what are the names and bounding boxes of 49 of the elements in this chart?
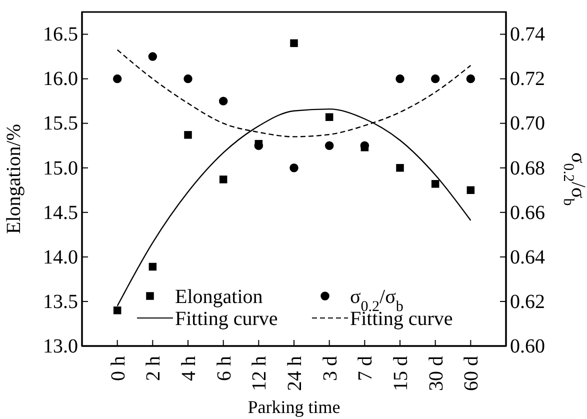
- y2-tick-label: 0.60: [510, 335, 545, 358]
- point: [148, 262, 157, 271]
- y-tick-label: 16.0: [43, 68, 78, 90]
- point: [184, 131, 192, 139]
- x-tick-label: 12 h: [248, 356, 271, 391]
- x-axis-title: Parking time: [248, 397, 340, 417]
- point: [466, 186, 475, 194]
- y-tick-label: 13.5: [43, 290, 78, 313]
- y2-tick-label: 0.70: [510, 112, 545, 135]
- x-tick-label: 3 d: [319, 356, 342, 381]
- y-tick-label: 14.0: [43, 246, 78, 268]
- x-tick-label: 6 h: [213, 356, 236, 381]
- point: [325, 113, 334, 121]
- x-tick-label: 30 d: [425, 356, 448, 391]
- point: [113, 306, 122, 314]
- y-tick-label: 13.0: [43, 335, 78, 358]
- point: [290, 164, 298, 172]
- y-tick-label: 16.5: [43, 24, 78, 46]
- point: [219, 176, 228, 184]
- point: [466, 74, 476, 84]
- point: [184, 74, 192, 84]
- y-axis-title: Elongation/%: [3, 124, 25, 234]
- y2-tick-label: 0.74: [510, 24, 545, 46]
- x-tick-label: 4 h: [178, 356, 200, 381]
- y-tick-label: 15.5: [43, 112, 78, 135]
- point: [218, 96, 228, 106]
- point: [396, 164, 404, 172]
- x-tick-label: 7 d: [354, 356, 377, 381]
- x-tick-label: 0 h: [107, 356, 130, 381]
- point: [112, 74, 122, 84]
- x-tick-label: 24 h: [284, 356, 306, 391]
- point: [324, 141, 334, 150]
- point: [430, 74, 440, 84]
- point: [431, 180, 440, 188]
- y-tick-label: 15.0: [43, 157, 78, 180]
- y2-tick-label: 0.72: [510, 68, 545, 90]
- point: [148, 52, 158, 61]
- x-tick-label: 2 h: [142, 356, 165, 381]
- x-tick-label: 15 d: [390, 356, 412, 391]
- point: [396, 74, 404, 84]
- y2-tick-label: 0.64: [510, 246, 545, 268]
- legend-label: Elongation: [175, 286, 263, 308]
- y2-tick-label: 0.68: [510, 157, 545, 180]
- y-tick-label: 14.5: [43, 202, 78, 224]
- x-tick-label: 60 d: [460, 356, 483, 391]
- point: [290, 39, 298, 48]
- y2-tick-label: 0.62: [510, 290, 545, 313]
- y2-tick-label: 0.66: [510, 202, 545, 224]
- legend-label: Fitting curve: [175, 308, 278, 330]
